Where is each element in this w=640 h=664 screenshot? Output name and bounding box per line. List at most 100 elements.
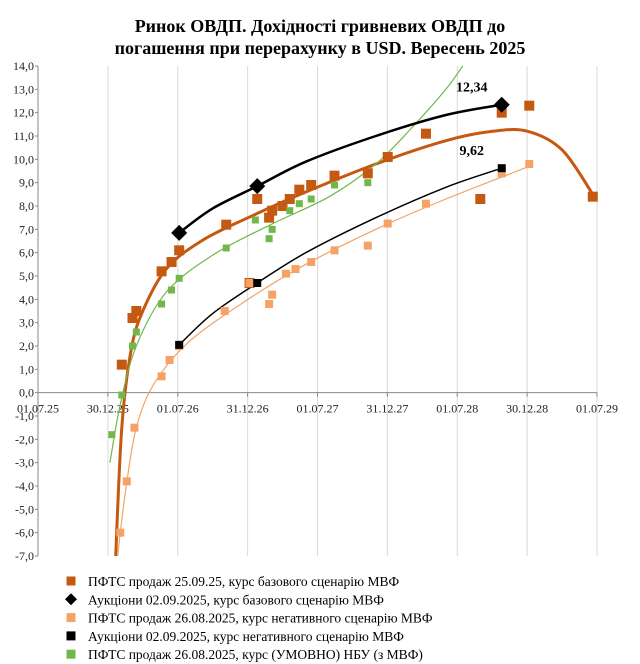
data-point-series-5: [108, 431, 116, 439]
legend-marker: [66, 631, 76, 641]
data-point-series-5: [158, 300, 166, 308]
data-point-series-5: [132, 328, 140, 336]
x-tick-label: 01.07.28: [436, 402, 478, 416]
data-point-series-3: [245, 279, 254, 287]
data-point-series-5: [129, 342, 137, 350]
data-point-series-1: [221, 219, 232, 230]
data-point-series-1: [264, 212, 275, 223]
x-tick-label: 31.12.26: [227, 402, 269, 416]
data-point-series-3: [330, 246, 339, 255]
legend-label: ПФТС продаж 26.08.2025, курс негативного…: [88, 611, 433, 626]
x-tick-label: 01.07.27: [297, 402, 339, 416]
y-tick-label: 13,0: [13, 82, 34, 96]
data-point-series-1: [382, 152, 393, 162]
y-tick-label: 2,0: [19, 339, 34, 353]
y-tick-label: -1,0: [15, 409, 34, 423]
y-tick-label: 14,0: [13, 59, 34, 73]
legend-marker: [66, 613, 76, 623]
legend-marker: [66, 576, 76, 586]
y-tick-label: 8,0: [19, 199, 34, 213]
data-point-series-5: [331, 181, 339, 189]
data-point-series-4: [497, 164, 506, 173]
data-point-series-3: [165, 356, 174, 364]
legend-marker: [65, 593, 77, 606]
legend-item: Аукціони 02.09.2025, курс базового сцена…: [65, 592, 384, 607]
y-tick-label: 4,0: [19, 292, 34, 306]
series-trendline-2: [178, 103, 502, 234]
series-trendline-3: [117, 165, 530, 556]
y-tick-label: 10,0: [13, 152, 34, 166]
axes: 01.07.25 30.12.25 01.07.26 31.12.26 01.07.27…: [13, 59, 618, 563]
legend-item: Аукціони 02.09.2025, курс негативного сц…: [66, 629, 404, 644]
legend-item: ПФТС продаж 25.09.25, курс базового сцен…: [66, 574, 399, 589]
data-point-series-1: [166, 257, 177, 267]
data-point-series-1: [284, 194, 295, 204]
data-point-series-3: [122, 477, 131, 486]
data-point-series-3: [268, 290, 277, 299]
data-point-series-5: [265, 235, 273, 243]
data-point-series-5: [286, 207, 294, 215]
data-point-series-4: [253, 279, 262, 287]
data-point-series-4: [175, 340, 184, 349]
y-tick-label: -4,0: [15, 479, 34, 493]
data-point-series-2: [171, 224, 188, 241]
data-point-series-1: [174, 245, 185, 256]
y-tick-label: 0,0: [19, 386, 34, 400]
x-tick-label: 01.07.29: [576, 402, 618, 416]
data-point-series-3: [157, 372, 166, 381]
data-point-series-1: [294, 184, 305, 195]
legend-item: ПФТС продаж 26.08.2025, курс (УМОВНО) НБ…: [66, 647, 423, 662]
data-point-series-1: [277, 201, 288, 211]
y-tick-label: 6,0: [19, 246, 34, 260]
data-point-series-2: [249, 178, 266, 195]
data-point-series-3: [421, 199, 430, 208]
gridlines: [37, 66, 598, 556]
y-tick-label: 1,0: [19, 362, 34, 376]
chart-title: Ринок ОВДП. Дохідності гривневих ОВДП до…: [115, 16, 526, 58]
data-point-series-1: [524, 100, 535, 111]
data-point-series-3: [307, 258, 316, 266]
y-tick-label: -6,0: [15, 526, 34, 540]
data-point-series-5: [307, 195, 315, 203]
data-point-series-1: [267, 205, 278, 216]
data-point-series-5: [175, 274, 183, 282]
data-point-series-3: [130, 423, 139, 432]
data-point-series-1: [127, 313, 138, 323]
data-point-series-5: [222, 244, 230, 252]
x-tick-label: 31.12.27: [366, 402, 408, 416]
data-point-series-1: [420, 128, 431, 139]
y-tick-label: -5,0: [15, 502, 34, 516]
y-tick-label: 3,0: [19, 316, 34, 330]
series-trendline-5: [109, 66, 464, 463]
legend-label: Аукціони 02.09.2025, курс базового сцена…: [88, 592, 384, 607]
data-point-series-5: [118, 391, 126, 399]
data-point-series-5: [268, 225, 276, 233]
trendlines: [109, 66, 595, 556]
y-tick-label: 11,0: [13, 129, 34, 143]
y-tick-label: 7,0: [19, 222, 34, 236]
data-point-series-1: [587, 191, 598, 202]
data-point-series-1: [116, 359, 127, 370]
data-points: [108, 96, 598, 537]
y-tick-label: -2,0: [15, 432, 34, 446]
chart-title-line-2: погашення при перерахунку в USD. Вересен…: [115, 38, 526, 58]
y-tick-label: 12,0: [13, 106, 34, 120]
data-point-series-3: [291, 265, 300, 273]
legend-label: ПФТС продаж 26.08.2025, курс (УМОВНО) НБ…: [88, 647, 423, 662]
data-point-series-5: [251, 216, 259, 224]
legend-label: Аукціони 02.09.2025, курс негативного сц…: [88, 629, 404, 644]
data-point-series-1: [131, 306, 142, 316]
data-point-series-3: [116, 528, 125, 537]
legend-label: ПФТС продаж 25.09.25, курс базового сцен…: [88, 574, 399, 589]
data-point-series-1: [329, 170, 340, 181]
y-tick-label: 5,0: [19, 269, 34, 283]
data-point-series-3: [220, 307, 229, 315]
data-point-series-2: [493, 96, 510, 113]
x-tick-label: 30.12.28: [506, 402, 548, 416]
x-tick-label: 01.07.26: [157, 402, 199, 416]
data-label-series-4: 9,62: [459, 144, 484, 159]
data-point-series-3: [497, 169, 506, 178]
chart-title-line-1: Ринок ОВДП. Дохідності гривневих ОВДП до: [135, 16, 506, 36]
data-point-series-3: [383, 219, 392, 228]
